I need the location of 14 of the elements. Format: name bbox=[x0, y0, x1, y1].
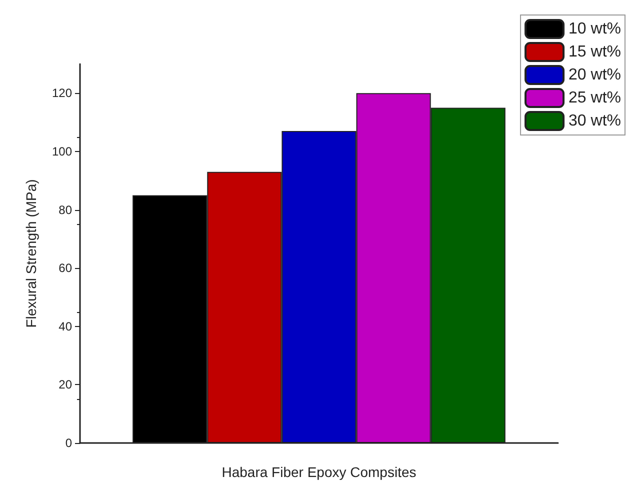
legend-label: 30 wt% bbox=[568, 112, 621, 130]
y-tick-label: 100 bbox=[52, 144, 72, 158]
y-tick-label: 80 bbox=[58, 202, 72, 217]
x-axis-title: Habara Fiber Epoxy Compsites bbox=[222, 464, 416, 480]
legend-label: 25 wt% bbox=[568, 90, 621, 106]
y-axis-title: Flexural Strength (MPa) bbox=[23, 179, 39, 328]
y-tick-label: 40 bbox=[58, 319, 72, 334]
legend-label: 10 wt% bbox=[568, 20, 621, 38]
legend-label: 15 wt% bbox=[568, 44, 621, 60]
y-tick-label: 0 bbox=[65, 436, 72, 450]
legend-label: 20 wt% bbox=[568, 66, 621, 84]
y-tick-label: 60 bbox=[58, 261, 72, 276]
y-tick-label: 20 bbox=[58, 378, 72, 392]
y-tick-label: 120 bbox=[52, 86, 72, 100]
